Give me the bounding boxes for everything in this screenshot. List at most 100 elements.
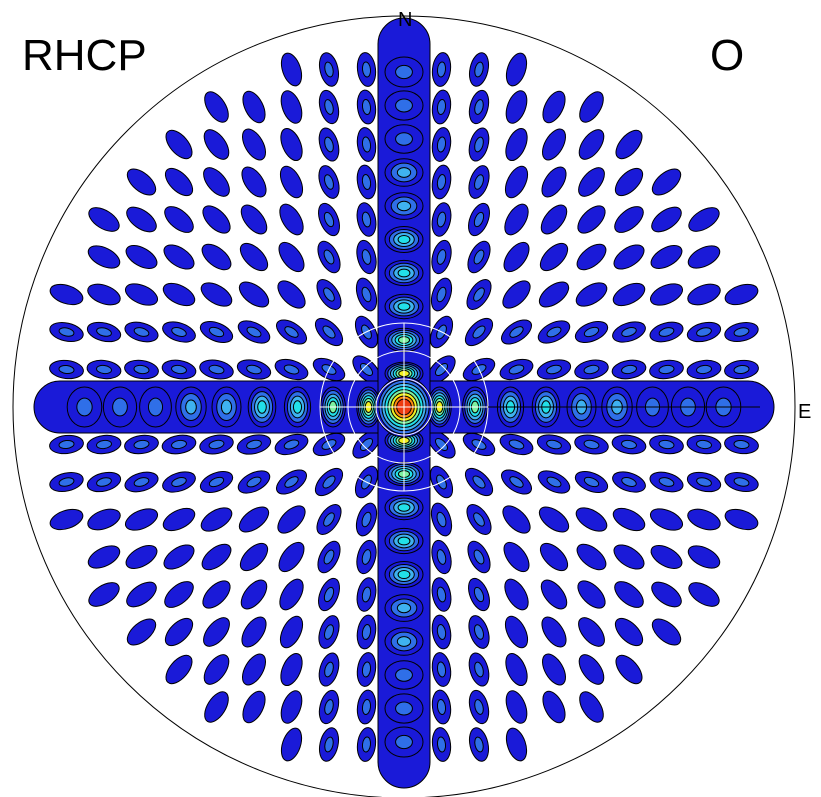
side-lobe-209 [434,362,449,377]
side-lobe-359 [651,618,682,646]
side-lobe-38 [126,581,157,608]
side-lobe-123 [324,99,334,115]
side-lobe-125 [324,136,334,153]
side-lobe-195 [436,99,447,115]
side-lobe-344 [651,168,682,196]
side-lobe-315 [583,364,600,375]
side-lobe-50 [171,439,187,450]
side-lobe-324 [578,654,605,685]
side-lobe-235 [474,174,484,190]
side-lobe-362 [687,283,721,306]
side-lobe-233 [474,136,484,153]
side-lobe-278 [509,476,524,488]
side-lobe-373 [688,582,720,607]
side-lobe-376 [733,327,750,337]
side-lobe-370 [696,477,712,487]
side-lobe-26 [125,245,158,269]
ew-lobe-385 [76,397,93,417]
ns-lobe-454 [396,167,412,178]
side-lobe-118 [280,690,303,724]
side-lobe-104 [277,280,306,309]
side-lobe-41 [164,167,194,197]
side-lobe-265 [505,90,528,124]
side-lobe-129 [323,211,335,228]
side-lobe-322 [577,580,606,609]
side-lobe-103 [278,241,305,273]
side-lobe-368 [696,439,712,450]
side-lobe-23 [88,582,120,607]
ns-lobe-511 [395,668,413,682]
ns-lobe-457 [396,200,412,212]
side-lobe-251 [473,512,485,527]
side-lobe-155 [324,736,334,753]
side-lobe-274 [508,364,525,375]
side-lobe-37 [125,545,158,569]
side-lobe-131 [323,249,335,265]
side-lobe-175 [359,437,374,452]
side-lobe-374 [724,283,759,306]
side-lobe-264 [505,52,528,87]
ns-lobe-509 [396,636,412,647]
side-lobe-43 [163,244,195,270]
side-lobe-10 [88,207,120,232]
pattern-lobes [33,17,775,789]
east-label: E [798,401,811,423]
side-lobe-282 [504,615,529,649]
side-lobe-319 [583,476,600,488]
side-lobe-133 [323,287,335,302]
side-lobe-290 [539,242,569,272]
side-lobe-346 [650,245,683,269]
side-lobe-35 [133,477,150,487]
side-lobe-286 [542,90,566,124]
side-lobe-82 [239,242,269,272]
side-lobe-268 [504,203,529,236]
side-lobe-75 [203,617,230,647]
side-lobe-378 [733,364,750,375]
side-lobe-185 [361,624,372,640]
side-lobe-259 [474,661,484,678]
side-lobe-338 [621,477,637,487]
side-lobe-243 [472,325,486,339]
side-lobe-189 [361,699,372,715]
side-lobe-77 [204,691,229,723]
side-lobe-83 [238,281,270,308]
side-lobe-44 [162,282,196,307]
ew-lobe-387 [112,397,128,417]
side-lobe-323 [578,617,605,647]
side-lobe-355 [658,477,675,487]
side-lobe-9 [49,508,84,531]
side-lobe-39 [126,618,157,646]
side-lobe-33 [133,439,150,450]
side-lobe-181 [361,549,372,565]
side-lobe-291 [538,281,570,308]
side-lobe-257 [474,624,484,640]
side-lobe-93 [239,542,269,572]
side-lobe-272 [509,326,524,338]
side-lobe-110 [283,439,300,450]
ns-lobe-461 [397,234,411,245]
side-lobe-2 [58,327,75,337]
side-lobe-78 [242,90,266,124]
side-lobe-311 [575,282,608,307]
side-lobe-54 [163,544,195,570]
side-lobe-383 [724,508,759,531]
side-lobe-72 [200,507,233,532]
side-lobe-371 [687,508,721,531]
side-lobe-295 [546,364,562,375]
side-lobe-59 [203,129,230,160]
side-lobe-191 [361,736,372,753]
side-lobe-114 [278,541,305,573]
side-lobe-356 [649,508,684,531]
side-lobe-149 [324,624,334,640]
side-lobe-18 [96,439,112,450]
side-lobe-42 [164,206,194,233]
side-lobe-25 [126,206,157,233]
side-lobe-173 [359,362,374,377]
side-lobe-201 [436,211,447,228]
side-lobe-29 [133,327,150,337]
side-lobe-101 [279,165,304,199]
side-lobe-221 [436,624,447,640]
side-lobe-112 [284,476,299,488]
side-lobe-285 [505,727,528,762]
side-lobe-293 [546,326,562,338]
